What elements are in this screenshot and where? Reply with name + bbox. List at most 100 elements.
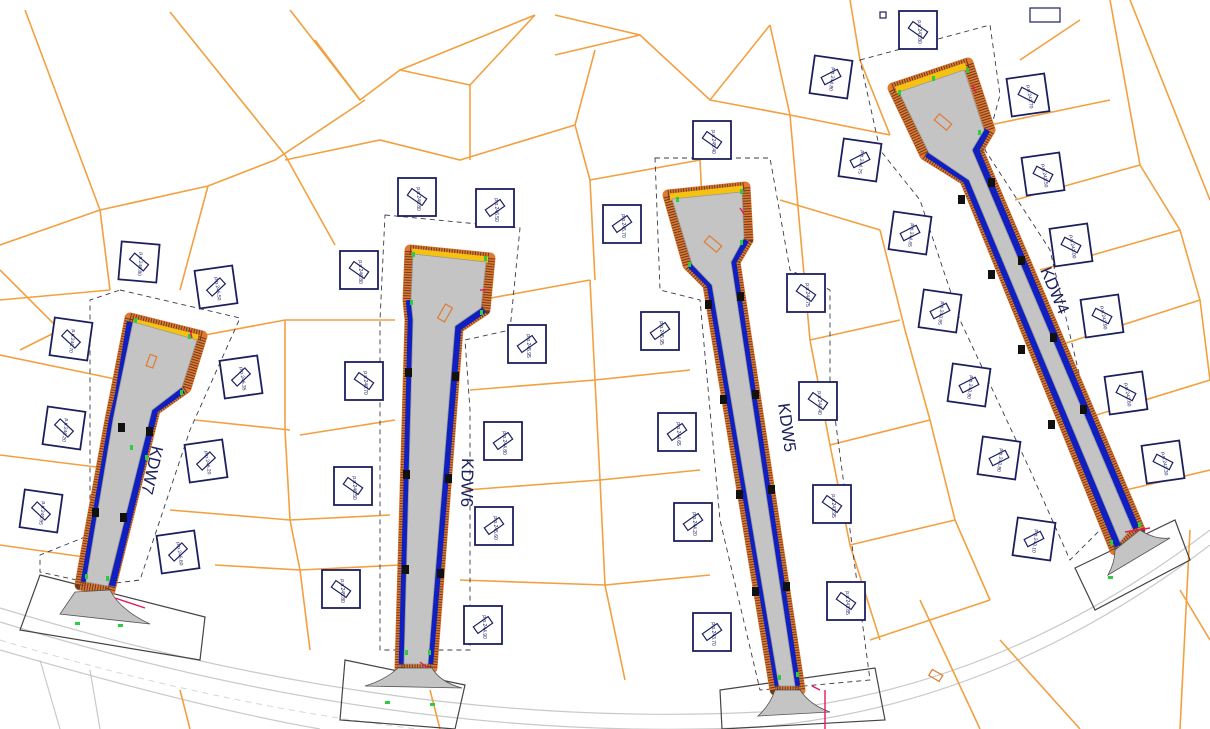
- house-footprint: p.p.242.60: [1103, 370, 1149, 416]
- house-footprint: p.p.243.50: [1020, 151, 1066, 197]
- parking-space-icon: [820, 68, 842, 86]
- house-footprint: p.p.246.80: [117, 240, 161, 284]
- house-footprint: p.p.245.70: [602, 204, 642, 244]
- house-footprint: p.p.243.80: [898, 10, 938, 50]
- parking-space-icon: [230, 367, 252, 387]
- house-level-label: p.p.246.20: [203, 451, 212, 475]
- parking-space-icon: [30, 501, 52, 521]
- house-footprint: p.p.242.30: [1140, 439, 1186, 485]
- house-footprint: p.p.246.35: [218, 354, 264, 400]
- house-level-label: p.p.244.75: [804, 283, 810, 307]
- house-level-label: p.p.245.70: [620, 214, 626, 238]
- house-level-label: p.p.244.40: [816, 391, 822, 415]
- house-footprint: p.p.246.70: [48, 316, 94, 362]
- parking-space-icon: [195, 451, 217, 471]
- house-footprint: p.p.243.70: [692, 612, 732, 652]
- access-lane-kdw7: [59, 312, 208, 625]
- parking-space-icon: [666, 422, 688, 442]
- parking-space-icon: [701, 622, 723, 642]
- parking-space-icon: [907, 20, 929, 40]
- parking-space-icon: [472, 615, 494, 635]
- parking-space-icon: [53, 418, 75, 438]
- house-footprints: p.p.246.80 p.p.246.50 p.p.246.70 p.p.246.35…: [18, 10, 1186, 652]
- house-level-label: p.p.244.80: [501, 431, 507, 455]
- house-level-label: p.p.244.90: [481, 615, 487, 639]
- house-level-label: p.p.245.95: [525, 334, 531, 358]
- access-lane-kdw5: [662, 181, 831, 717]
- house-footprint: p.p.245.95: [507, 324, 547, 364]
- house-level-label: p.p.245.95: [658, 321, 664, 345]
- house-footprint: p.p.246.20: [183, 438, 229, 484]
- house-footprint: p.p.243.00: [1048, 222, 1094, 268]
- house-partial-top-right: [1029, 7, 1061, 23]
- parking-space-icon: [988, 449, 1010, 467]
- house-level-label: p.p.243.85: [844, 591, 850, 615]
- house-level-label: p.p.246.50: [213, 277, 222, 301]
- house-level-label: p.p.245.60: [492, 516, 498, 540]
- house-level-label: p.p.246.80: [136, 252, 144, 276]
- parking-space-icon: [807, 391, 829, 411]
- house-level-label: p.p.243.95: [936, 301, 945, 325]
- house-footprint: p.p.244.80: [808, 54, 854, 100]
- house-level-label: p.p.246.20: [60, 418, 69, 442]
- house-level-label: p.p.246.80: [357, 260, 363, 284]
- house-level-label: p.p.243.80: [965, 375, 974, 399]
- parking-space-icon: [1152, 453, 1174, 471]
- parking-space-icon: [1060, 236, 1082, 254]
- house-level-label: p.p.243.70: [710, 622, 716, 646]
- house-level-label: p.p.242.30: [1160, 452, 1169, 476]
- passing-bays: [92, 178, 1087, 596]
- parking-space-icon: [492, 431, 514, 451]
- parking-space-icon: [167, 542, 189, 562]
- house-level-label: p.p.242.60: [1123, 383, 1132, 407]
- house-level-label: p.p.246.35: [238, 367, 247, 391]
- house-footprint: p.p.246.50: [333, 466, 373, 506]
- house-footprint: p.p.243.80: [976, 435, 1022, 481]
- house-footprint: p.p.243.95: [917, 288, 963, 334]
- house-footprint: p.p.244.90: [463, 605, 503, 645]
- house-level-label: p.p.245.40: [710, 130, 716, 154]
- parking-space-icon: [330, 579, 352, 599]
- house-footprint: p.p.246.80: [339, 250, 379, 290]
- house-footprint: p.p.245.60: [155, 529, 201, 575]
- parking-space-icon: [899, 224, 921, 242]
- house-footprint: p.p.244.80: [483, 421, 523, 461]
- house-footprint: p.p.245.40: [692, 120, 732, 160]
- house-footprint: p.p.246.70: [344, 361, 384, 401]
- house-partial-top: [879, 11, 887, 19]
- survey-markers: [75, 68, 1151, 729]
- house-level-label: p.p.243.10: [1030, 529, 1039, 553]
- parking-space-icon: [353, 371, 375, 391]
- house-footprint: p.p.243.70: [1005, 72, 1051, 118]
- house-level-label: p.p.243.80: [995, 448, 1004, 472]
- house-level-label: p.p.246.50: [493, 198, 499, 222]
- parking-space-icon: [516, 334, 538, 354]
- house-level-label: p.p.245.80: [339, 579, 345, 603]
- house-footprint: p.p.246.20: [41, 405, 87, 451]
- house-footprint: p.p.245.60: [474, 506, 514, 546]
- lane-label-kdw6: KDW6: [457, 458, 477, 507]
- house-level-label: p.p.245.60: [175, 542, 184, 566]
- house-level-label: p.p.246.70: [362, 371, 368, 395]
- house-footprint: p.p.244.75: [786, 273, 826, 313]
- access-lane-kdw6: [364, 244, 496, 689]
- house-footprint: p.p.244.75: [837, 137, 883, 183]
- house-level-label: p.p.243.70: [1025, 85, 1034, 109]
- parking-space-icon: [929, 302, 951, 320]
- house-footprint: p.p.243.95: [812, 484, 852, 524]
- parking-space-icon: [611, 214, 633, 234]
- parking-space-icon: [406, 187, 428, 207]
- parking-space-icon: [483, 516, 505, 536]
- parking-space-icon: [1091, 307, 1113, 325]
- parking-space-icon: [1032, 165, 1054, 183]
- parking-space-icon: [60, 329, 82, 349]
- road-feature-marker: [927, 668, 944, 683]
- house-level-label: p.p.244.75: [856, 150, 865, 174]
- parking-space-icon: [821, 494, 843, 514]
- house-level-label: p.p.245.95: [37, 501, 46, 525]
- house-footprint: p.p.246.50: [475, 188, 515, 228]
- house-level-label: p.p.244.80: [827, 67, 836, 91]
- parking-space-icon: [205, 277, 227, 297]
- house-footprint: p.p.246.50: [193, 264, 239, 310]
